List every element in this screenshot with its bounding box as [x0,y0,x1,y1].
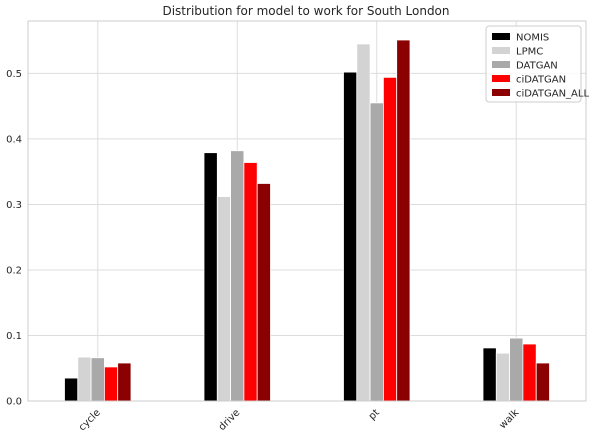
bar-nomis-walk [482,347,497,402]
chart-title: Distribution for model to work for South… [162,4,449,18]
y-tick-labels: 0.0 0.1 0.2 0.3 0.4 0.5 [6,69,22,408]
legend-swatch [492,89,510,96]
bar-nomis-drive [203,152,218,402]
legend-swatch [492,33,510,40]
bar-cidatgan-pt [382,76,398,402]
bar-cidatgan-all-walk [535,362,550,402]
legend-swatch [492,75,510,82]
legend-label: NOMIS [516,33,549,44]
bar-cidatgan-all-pt [396,39,411,402]
bar-cidatgan-drive [243,162,258,402]
bar-datgan-cycle [90,357,105,402]
bar-lpmc-walk [495,352,510,402]
legend-swatch [492,61,510,68]
legend-box [485,25,582,103]
bars [64,39,550,402]
bar-datgan-pt [369,102,384,402]
bar-nomis-cycle [64,377,79,402]
x-tick-label: pt [367,407,382,422]
bar-lpmc-pt [356,43,371,402]
y-tick-label: 0.3 [6,200,22,211]
y-tick-label: 0.4 [6,134,22,145]
bar-nomis-pt [343,71,358,402]
y-tick-label: 0.2 [6,265,22,276]
bar-cidatgan-walk [522,343,537,402]
legend-label: ciDATGAN [516,75,566,86]
x-tick-label: cycle [77,407,103,433]
bar-datgan-drive [230,150,245,402]
y-tick-label: 0.0 [6,397,22,408]
plot-frame [27,20,587,402]
x-tick-label: drive [217,407,243,433]
bar-datgan-walk [509,337,524,402]
bar-lpmc-cycle [77,356,92,402]
legend-label: ciDATGAN_ALL [516,89,589,100]
bar-lpmc-drive [216,196,232,402]
y-tick-label: 0.5 [6,69,22,80]
x-tick-labels: cycle drive pt walk [77,407,522,433]
bar-cidatgan-cycle [104,366,119,402]
y-tick-label: 0.1 [6,331,22,342]
bar-cidatgan-all-drive [256,183,271,402]
legend-label: DATGAN [516,61,558,72]
legend-swatch [492,47,510,54]
bar-cidatgan-all-cycle [117,362,132,402]
x-tick-label: walk [497,407,521,431]
legend: NOMIS LPMC DATGAN ciDATGAN ciDATGAN_ALL [485,25,589,103]
legend-label: LPMC [516,47,543,58]
